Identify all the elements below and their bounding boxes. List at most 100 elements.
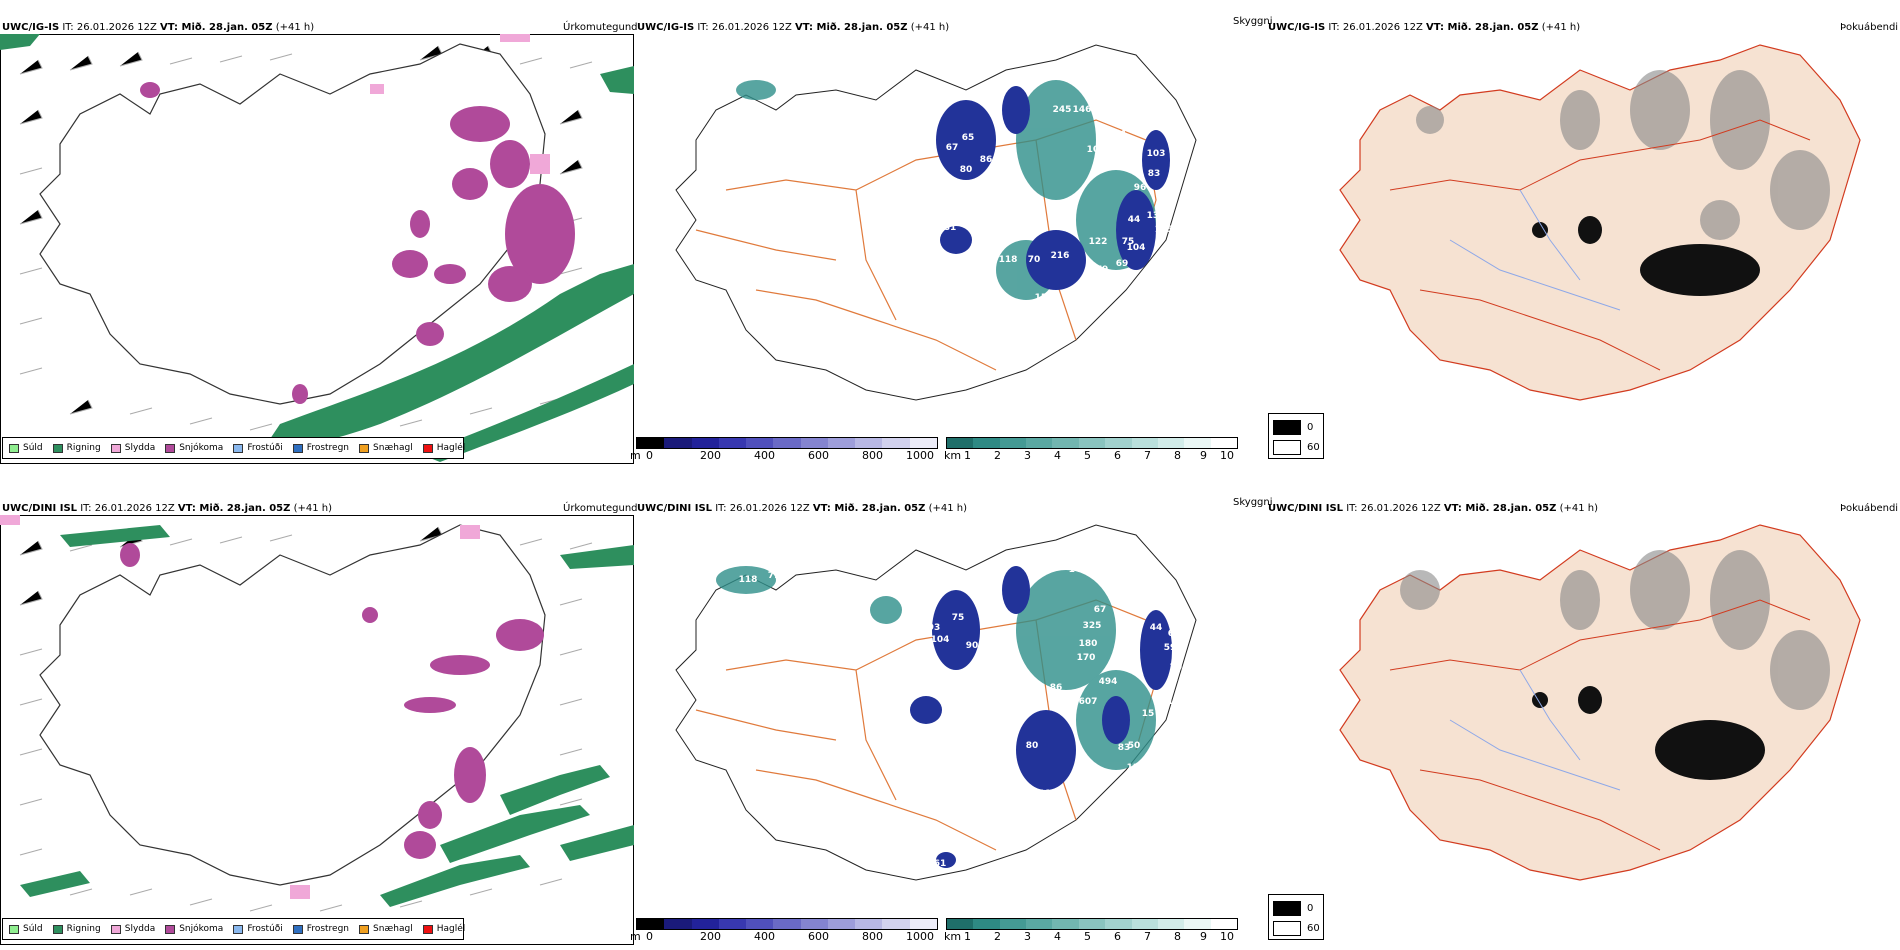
precip-snow-areas-1	[140, 82, 575, 404]
vis-2-value-label: 61	[934, 859, 947, 869]
vis-1-value-label: 124	[989, 183, 1008, 193]
ceiling-colorbar-swatches-2	[636, 918, 938, 930]
vis-colorbar-swatches-1	[946, 437, 1238, 449]
precip-legend-2: Súld Rigning Slydda Snjókoma Frostúði Fr…	[2, 918, 465, 940]
ceiling-swatch-4	[746, 438, 774, 448]
precip-vt-1: Mið. 28.jan. 05Z	[178, 22, 273, 33]
legend-label-freezing-drizzle: Frostúði	[247, 443, 283, 453]
precip-map-1[interactable]	[0, 34, 634, 464]
vis-vt-1: Mið. 28.jan. 05Z	[813, 22, 908, 33]
vis-swatch-1	[973, 919, 1000, 929]
vis-1-value-label: 167	[997, 233, 1016, 243]
precip-sleet-areas-1	[370, 34, 550, 174]
vis-1-value-label: 157	[1035, 293, 1054, 303]
vis-tick-7-2: 8	[1174, 930, 1181, 943]
vis-swatch-8	[1157, 919, 1185, 929]
vis-1-value-label: 69	[1116, 259, 1129, 269]
precip-legend-1: Súld Rigning Slydda Snjókoma Frostúði Fr…	[2, 437, 465, 459]
ceiling-swatch-3	[718, 438, 747, 448]
vis-vt-label-1: VT:	[795, 22, 814, 33]
vis-1-value-label: 44	[1128, 215, 1141, 225]
precip-map-2[interactable]	[0, 515, 634, 945]
legend-swatch-snow-pellets-2	[359, 924, 370, 934]
vis-2-value-label: 59	[1164, 643, 1177, 653]
ceiling-colorbar-ticks-2: m 0 200 400 600 800 1000	[630, 930, 936, 944]
vis-1-value-label: 245	[1053, 105, 1072, 115]
vis-tick-6-1: 7	[1144, 449, 1151, 462]
vis-lead-1: (+41 h)	[907, 22, 950, 33]
fog-rivers-1	[1449, 189, 1621, 311]
legend-item-rain-2: Rigning	[52, 924, 101, 934]
legend-label-freezing-rain-2: Frostregn	[306, 924, 350, 934]
fog-vt-1: Mið. 28.jan. 05Z	[1444, 22, 1539, 33]
vis-map-2[interactable]: 118 71 93 75 104 90 12 79 104 84 107 80 117 82 12 61 148…	[636, 520, 1266, 920]
legend-item-freezing-drizzle-2: Frostúði	[233, 924, 283, 934]
vis-2-value-label: 607	[1079, 697, 1098, 707]
precip-rain-areas-2	[20, 525, 634, 907]
fog-rivers-2	[1449, 669, 1621, 791]
vis-tick-0-2: 1	[964, 930, 971, 943]
fog-scale-dark-1	[1273, 420, 1301, 435]
vis-2-value-label: 117	[1039, 789, 1058, 799]
iceland-coastline-2	[39, 524, 546, 886]
vis-swatch-3	[1026, 919, 1053, 929]
vis-1-value-label: 67	[1126, 161, 1139, 171]
vis-swatch-7	[1131, 919, 1158, 929]
ceiling-swatch-7	[827, 438, 856, 448]
vis-2-value-label: 170	[1077, 653, 1096, 663]
ceiling-tick-4-2: 800	[862, 930, 883, 943]
fog-scale-light-1	[1273, 440, 1301, 455]
vis-2-value-label: 15	[1142, 709, 1155, 719]
vis-1-value-label: 96	[1134, 183, 1147, 193]
vis-low-areas-2	[910, 566, 1172, 868]
vis-colorbar-swatches-2	[946, 918, 1238, 930]
vis-tick-0-1: 1	[964, 449, 971, 462]
vis-1-value-label: 89	[1084, 283, 1097, 293]
ceiling-unit-2: m	[630, 930, 641, 943]
vis-2-value-label: 71	[768, 571, 781, 581]
vis-2-value-label: 107	[987, 739, 1006, 749]
vis-1-value-label: 84	[1114, 129, 1127, 139]
vis-1-value-label: 36	[982, 197, 995, 207]
legend-label-snow: Snjókoma	[179, 443, 224, 453]
vis-high-areas-2	[716, 566, 1156, 770]
legend-item-sleet: Slydda	[110, 443, 155, 453]
fog-header-2: UWC/DINI ISL IT: 26.01.2026 12Z VT: Mið.…	[1268, 503, 1598, 514]
fog-lead-2: (+41 h)	[1556, 503, 1598, 514]
precip-header-2: UWC/DINI ISL IT: 26.01.2026 12Z VT: Mið.…	[2, 503, 332, 514]
fog-grey-areas-1	[1416, 70, 1830, 240]
fog-map-1[interactable]	[1300, 40, 1900, 420]
precip-title-2: Úrkomutegund	[563, 503, 638, 514]
vis-2-value-label: 107	[1111, 595, 1130, 605]
vis-model-2: UWC/DINI ISL	[637, 503, 713, 514]
vis-2-value-label: 79	[948, 713, 961, 723]
fog-map-2[interactable]	[1300, 520, 1900, 900]
vis-1-value-label: 136	[1147, 211, 1166, 221]
ceiling-tick-3-2: 600	[808, 930, 829, 943]
ceiling-tick-3-1: 600	[808, 449, 829, 462]
ceiling-swatch-3	[718, 919, 747, 929]
vis-colorbar-ticks-1: km 1 2 3 4 5 6 7 8 9 10	[944, 449, 1236, 463]
ceiling-tick-1-2: 200	[700, 930, 721, 943]
precip-header-1: UWC/IG-IS IT: 26.01.2026 12Z VT: Mið. 28…	[2, 22, 314, 33]
ceiling-swatch-9	[882, 438, 910, 448]
precip-sleet-areas-2	[0, 515, 480, 899]
vis-swatch-2	[999, 438, 1027, 448]
vis-1-value-label: 122	[1089, 237, 1108, 247]
precip-rain-areas-1	[0, 34, 634, 462]
vis-swatch-7	[1131, 438, 1158, 448]
legend-swatch-snow	[165, 443, 176, 453]
legend-swatch-snow-pellets	[359, 443, 370, 453]
precip-vt-label-2: VT:	[177, 503, 196, 514]
vis-2-value-label: 83	[1118, 743, 1131, 753]
vis-1-value-label: 21	[1002, 157, 1015, 167]
fog-model-2: UWC/DINI ISL	[1268, 503, 1344, 514]
ceiling-tick-2-2: 400	[754, 930, 775, 943]
fog-scale-val-1-1: 60	[1307, 442, 1320, 453]
legend-item-freezing-drizzle: Frostúði	[233, 443, 283, 453]
fog-grey-areas-2	[1400, 550, 1830, 710]
vis-it-2: IT: 26.01.2026 12Z	[712, 503, 813, 514]
vis-2-value-label: 180	[1079, 639, 1098, 649]
